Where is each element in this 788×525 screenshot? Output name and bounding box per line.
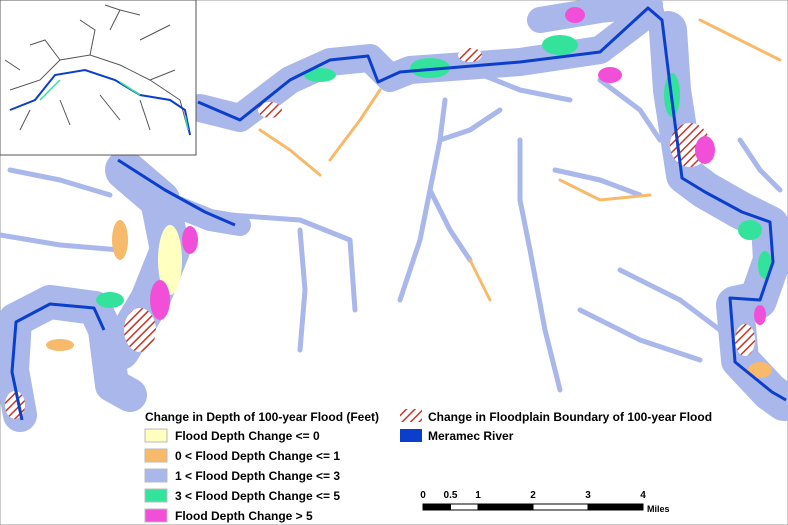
legend-swatch [400, 429, 422, 442]
scale-segment [422, 503, 451, 511]
scale-segment [450, 503, 479, 511]
legend-label: Flood Depth Change <= 0 [175, 429, 320, 443]
river [10, 6, 787, 421]
legend-title: Change in Depth of 100-year Flood (Feet) [145, 410, 379, 424]
scale-label: 2 [530, 490, 536, 501]
legend-swatch [144, 448, 168, 463]
legend-label: 0 < Flood Depth Change <= 1 [175, 449, 340, 463]
legend-swatch [144, 468, 168, 483]
legend-swatch [144, 428, 168, 443]
legend-swatch [144, 488, 168, 503]
legend-label: Change in Floodplain Boundary of 100-yea… [428, 410, 712, 424]
scale-unit: Miles [647, 504, 670, 514]
scale-segment [477, 503, 534, 511]
legend-label: 3 < Flood Depth Change <= 5 [175, 489, 340, 503]
legend-label: 1 < Flood Depth Change <= 3 [175, 469, 340, 483]
scale-label: 1 [475, 490, 481, 501]
scale-segment [532, 503, 589, 511]
legend: Change in Depth of 100-year Flood (Feet)… [144, 409, 712, 523]
scale-segment [587, 503, 644, 511]
scale-label: 0.5 [444, 490, 458, 501]
scale-label: 0 [420, 490, 426, 501]
inset-map [0, 0, 197, 156]
legend-label: Meramec River [428, 429, 514, 443]
legend-label: Flood Depth Change > 5 [175, 509, 313, 523]
scale-label: 3 [585, 490, 591, 501]
scale-label: 4 [640, 490, 646, 501]
legend-swatch [144, 508, 168, 523]
legend-swatch [400, 409, 422, 422]
